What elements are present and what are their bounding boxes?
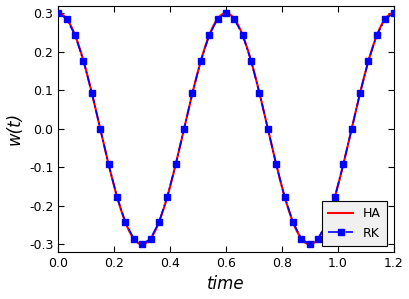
HA: [218, 14, 223, 18]
RK: [249, 59, 254, 63]
RK: [90, 91, 94, 95]
RK: [131, 237, 136, 240]
HA: [384, 16, 389, 19]
RK: [257, 91, 262, 95]
RK: [173, 163, 178, 166]
RK: [333, 195, 337, 199]
RK: [324, 220, 329, 224]
X-axis label: time: time: [207, 275, 245, 293]
RK: [307, 242, 312, 246]
RK: [73, 33, 78, 37]
RK: [383, 17, 388, 21]
Y-axis label: w(t): w(t): [6, 112, 24, 145]
RK: [240, 33, 245, 37]
RK: [374, 33, 379, 37]
RK: [265, 127, 270, 131]
RK: [140, 242, 145, 246]
RK: [190, 91, 195, 95]
HA: [140, 242, 145, 246]
HA: [256, 87, 261, 91]
RK: [198, 59, 203, 63]
RK: [215, 17, 220, 21]
HA: [331, 199, 336, 202]
RK: [299, 237, 304, 240]
HA: [216, 16, 221, 20]
RK: [391, 11, 396, 15]
RK: [81, 59, 86, 63]
RK: [157, 220, 162, 224]
HA: [391, 11, 396, 15]
RK: [207, 33, 211, 37]
RK: [148, 237, 153, 240]
RK: [349, 127, 354, 131]
Line: RK: RK: [55, 10, 397, 248]
RK: [282, 195, 287, 199]
RK: [64, 17, 69, 21]
RK: [232, 17, 237, 21]
Legend: HA, RK: HA, RK: [322, 201, 387, 246]
RK: [182, 127, 187, 131]
RK: [115, 195, 119, 199]
RK: [341, 163, 346, 166]
RK: [106, 163, 111, 166]
Line: HA: HA: [58, 13, 393, 244]
RK: [98, 127, 103, 131]
RK: [316, 237, 321, 240]
RK: [223, 11, 228, 15]
RK: [357, 91, 362, 95]
RK: [123, 220, 128, 224]
RK: [274, 163, 279, 166]
RK: [366, 59, 371, 63]
HA: [56, 11, 61, 15]
RK: [56, 11, 61, 15]
RK: [290, 220, 295, 224]
HA: [238, 28, 243, 32]
RK: [165, 195, 170, 199]
